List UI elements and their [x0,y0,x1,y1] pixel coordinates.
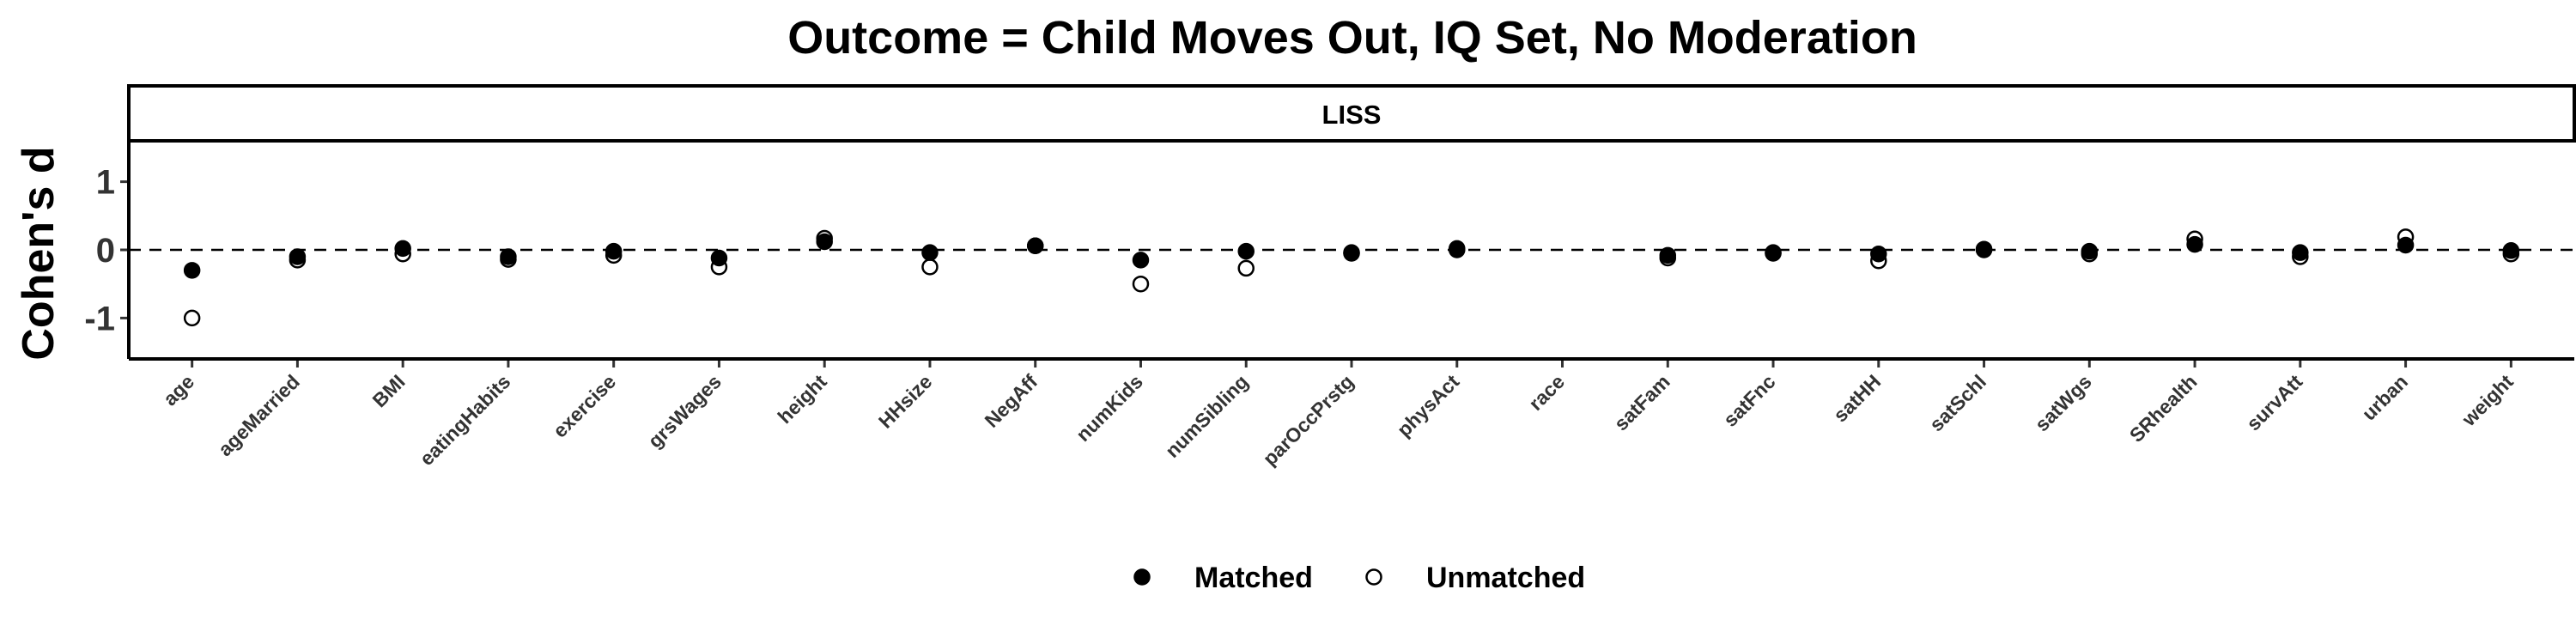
plot-area: 1 0 -1 age ageMarried BMI eatingHabits exercise… [84,141,2574,470]
unmatched-point [1132,275,1150,293]
chart-title: Outcome = Child Moves Out, IQ Set, No Mo… [787,12,1917,64]
x-tick-label: survAtt [2242,370,2307,435]
x-tick-label: race [1524,370,1569,415]
x-tick-label: NegAff [981,370,1042,432]
matched-point [2397,236,2415,254]
x-tick-label: eatingHabits [415,370,514,470]
x-tick-label: satWgs [2031,370,2096,435]
matched-point [1765,244,1782,261]
x-tick-label: SRhealth [2125,370,2202,447]
x-tick-label: numKids [1072,370,1147,446]
x-tick-label: parOccPrstg [1259,370,1358,470]
matched-point [500,248,517,265]
x-tick-label: height [774,370,831,428]
matched-point [2186,235,2203,253]
matched-point [289,248,307,265]
legend-marker-matched [1133,568,1151,586]
x-tick-label: ageMarried [214,370,304,460]
matched-point [183,262,201,279]
matched-point [1343,244,1360,261]
legend-label-unmatched: Unmatched [1426,562,1585,594]
y-axis-label: Cohen's d [14,146,64,360]
matched-point [605,242,623,260]
unmatched-point [921,258,939,276]
matched-point [1237,242,1255,260]
x-tick-label: satFam [1609,370,1674,434]
x-tick-label: age [159,370,198,410]
matched-point [710,249,728,267]
matched-point [2292,244,2309,261]
x-tick-label: grsWages [643,370,726,453]
x-tick-label: satFnc [1719,370,1780,431]
matched-point [816,233,833,251]
y-tick-label: -1 [84,300,115,337]
y-tick-label: 0 [96,232,115,270]
matched-point [1026,237,1044,254]
matched-point [2081,242,2099,260]
x-tick-label: weight [2457,370,2518,431]
x-tick-label: urban [2358,370,2413,425]
unmatched-point [183,309,201,327]
legend-label-matched: Matched [1194,562,1313,594]
unmatched-point [1237,259,1255,277]
facet-strip-label: LISS [1322,100,1382,130]
matched-point [1132,252,1150,269]
x-tick-label: numSibling [1161,370,1253,462]
matched-point [1870,246,1887,263]
x-tick-label: satSchl [1925,370,1990,435]
y-tick-label: 1 [96,164,115,202]
matched-point [2502,242,2520,259]
x-tick-label: satHH [1829,370,1885,426]
legend: Matched Unmatched [1133,562,1585,594]
x-tick-label: physAct [1393,370,1464,441]
facet-strip [127,84,2576,143]
matched-point [1449,240,1466,258]
matched-point [1975,241,1993,258]
matched-point [1659,246,1677,264]
x-tick-label: HHsize [874,370,937,433]
x-tick-label: BMI [368,370,410,411]
legend-marker-unmatched [1365,568,1382,586]
matched-point [921,244,939,261]
x-tick-label: exercise [549,370,621,442]
matched-point [394,240,411,258]
